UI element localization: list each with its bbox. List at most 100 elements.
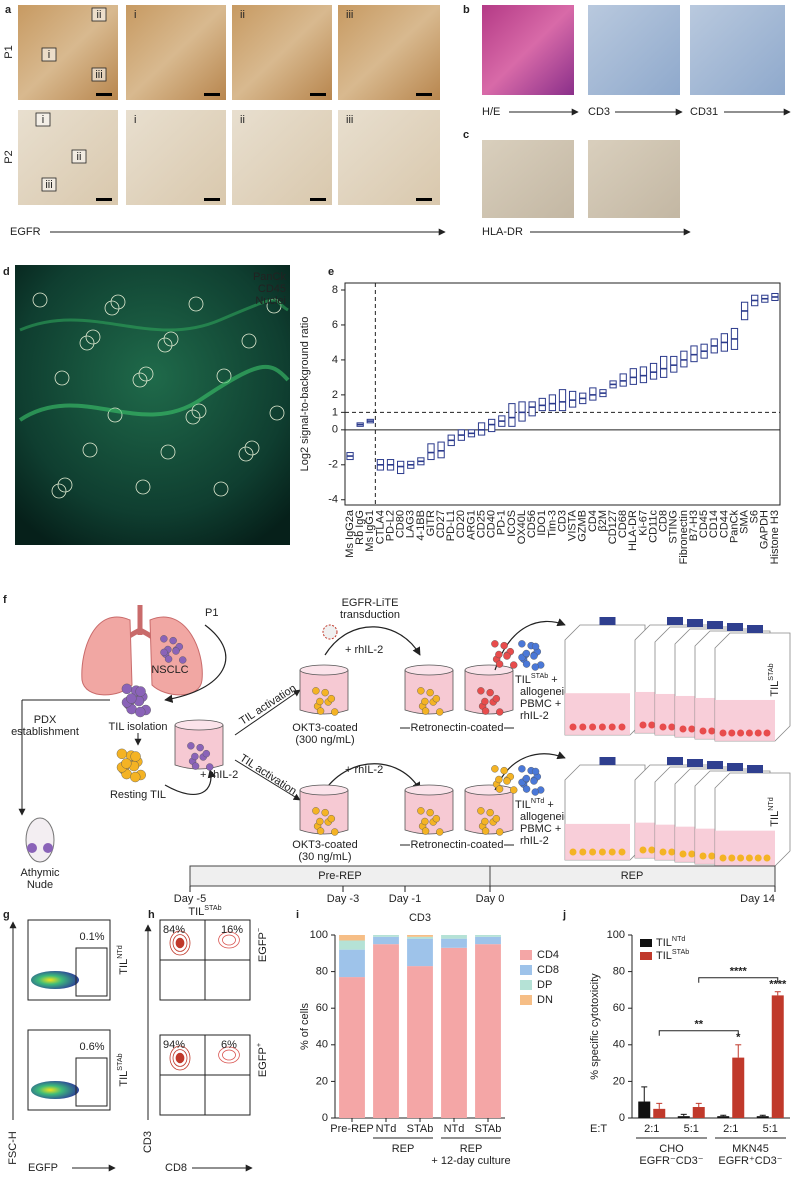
box xyxy=(589,387,597,401)
cell xyxy=(728,854,736,862)
x-tick-label: 5:1 xyxy=(684,1123,699,1135)
legend-label: TILNTd xyxy=(656,935,685,949)
bar-segment xyxy=(441,947,467,1118)
inset-label: i xyxy=(42,114,44,126)
cell xyxy=(496,828,504,836)
group-note: EGFR⁺CD3⁻ xyxy=(718,1155,782,1167)
cell xyxy=(421,707,430,715)
cell xyxy=(579,848,587,856)
cell xyxy=(417,807,425,815)
significance-marker: **** xyxy=(769,979,787,991)
box xyxy=(437,441,445,459)
legend-label: CD8 xyxy=(537,964,559,976)
cell xyxy=(589,723,597,731)
inset-label: ii xyxy=(77,151,82,163)
superscript: − xyxy=(255,928,263,932)
panel-label: f xyxy=(3,594,7,606)
legend-label: DN xyxy=(537,994,553,1006)
superscript: NTd xyxy=(116,945,124,959)
step-label: TIL activation xyxy=(237,682,298,727)
legend-swatch xyxy=(520,965,532,975)
flask-cap xyxy=(727,763,743,771)
cell xyxy=(486,808,494,817)
step-label: OKT3-coated xyxy=(292,839,357,851)
text-part: TIL xyxy=(188,906,204,918)
y-tick-label: -4 xyxy=(328,494,338,506)
cell xyxy=(708,727,716,735)
cell xyxy=(116,748,128,760)
x-tick-label: 2:1 xyxy=(723,1123,738,1135)
superscript: NTd xyxy=(767,797,775,811)
inset-label: ii xyxy=(240,9,245,21)
roi-marker xyxy=(185,409,201,425)
x-tick-label: IDO1 xyxy=(536,510,548,536)
superscript: STAb xyxy=(531,672,548,680)
cell xyxy=(659,848,667,856)
cell xyxy=(737,854,745,862)
cell xyxy=(121,758,132,769)
significance-marker: ** xyxy=(694,1019,703,1031)
cell xyxy=(679,850,687,858)
inset-box xyxy=(35,112,51,127)
he-image xyxy=(482,5,574,95)
x-tick-label: LAG3 xyxy=(405,510,417,538)
day-label: Day -5 xyxy=(174,893,206,905)
x-tick-label: Fibronectin xyxy=(678,510,690,564)
row-label: P2 xyxy=(3,150,15,163)
cell xyxy=(130,771,141,783)
scale-bar xyxy=(204,198,220,201)
cell xyxy=(187,742,195,750)
scale-bar xyxy=(96,93,112,96)
stain-label: EGFR xyxy=(10,226,41,238)
contour xyxy=(222,1049,236,1061)
text-part: TIL xyxy=(515,799,531,811)
histology-images xyxy=(15,5,785,545)
flask-cap xyxy=(667,617,683,625)
mouse xyxy=(25,817,55,863)
cell xyxy=(421,817,429,826)
cell xyxy=(331,828,339,836)
density-plot xyxy=(31,971,79,989)
cell xyxy=(496,708,504,716)
tumor-label: NSCLC xyxy=(151,664,188,676)
arrow xyxy=(234,689,301,736)
density-plot xyxy=(31,1081,79,1099)
cell xyxy=(699,727,707,735)
cell xyxy=(426,688,434,697)
step-label: establishment xyxy=(11,726,79,738)
x-tick-label: CD27 xyxy=(435,510,447,538)
legend-label: CD45 xyxy=(258,283,286,295)
cell xyxy=(608,723,616,731)
group-note: + 12-day culture xyxy=(431,1155,510,1167)
step-label: allogeneic xyxy=(520,686,570,698)
arrow xyxy=(234,759,301,801)
ihc-image xyxy=(588,5,680,95)
x-tick-label: SMA xyxy=(738,509,750,534)
cell xyxy=(477,807,485,815)
box xyxy=(397,460,405,475)
cell xyxy=(500,641,508,650)
plot-frame xyxy=(27,1029,111,1111)
cell xyxy=(598,723,606,731)
cell xyxy=(589,848,597,856)
inset-box xyxy=(41,177,57,192)
cell xyxy=(719,854,727,862)
cell xyxy=(206,763,214,771)
x-tick-label: CD56 xyxy=(526,510,538,538)
well-rim xyxy=(404,664,454,676)
box xyxy=(508,403,516,427)
cell xyxy=(754,729,762,737)
box xyxy=(548,394,557,412)
x-tick-label: Rb IgG xyxy=(354,510,366,545)
cell xyxy=(196,743,204,752)
step-label: + rhIL-2 xyxy=(200,769,238,781)
axis-label: CD3 xyxy=(142,1131,154,1153)
cell xyxy=(492,694,501,703)
well-rim xyxy=(299,664,349,676)
y-tick-label: -2 xyxy=(328,459,338,471)
contour xyxy=(172,934,188,952)
scale-bar xyxy=(416,198,432,201)
step-label: PDX xyxy=(34,714,57,726)
cell xyxy=(169,636,177,645)
ihc-image xyxy=(338,110,440,205)
